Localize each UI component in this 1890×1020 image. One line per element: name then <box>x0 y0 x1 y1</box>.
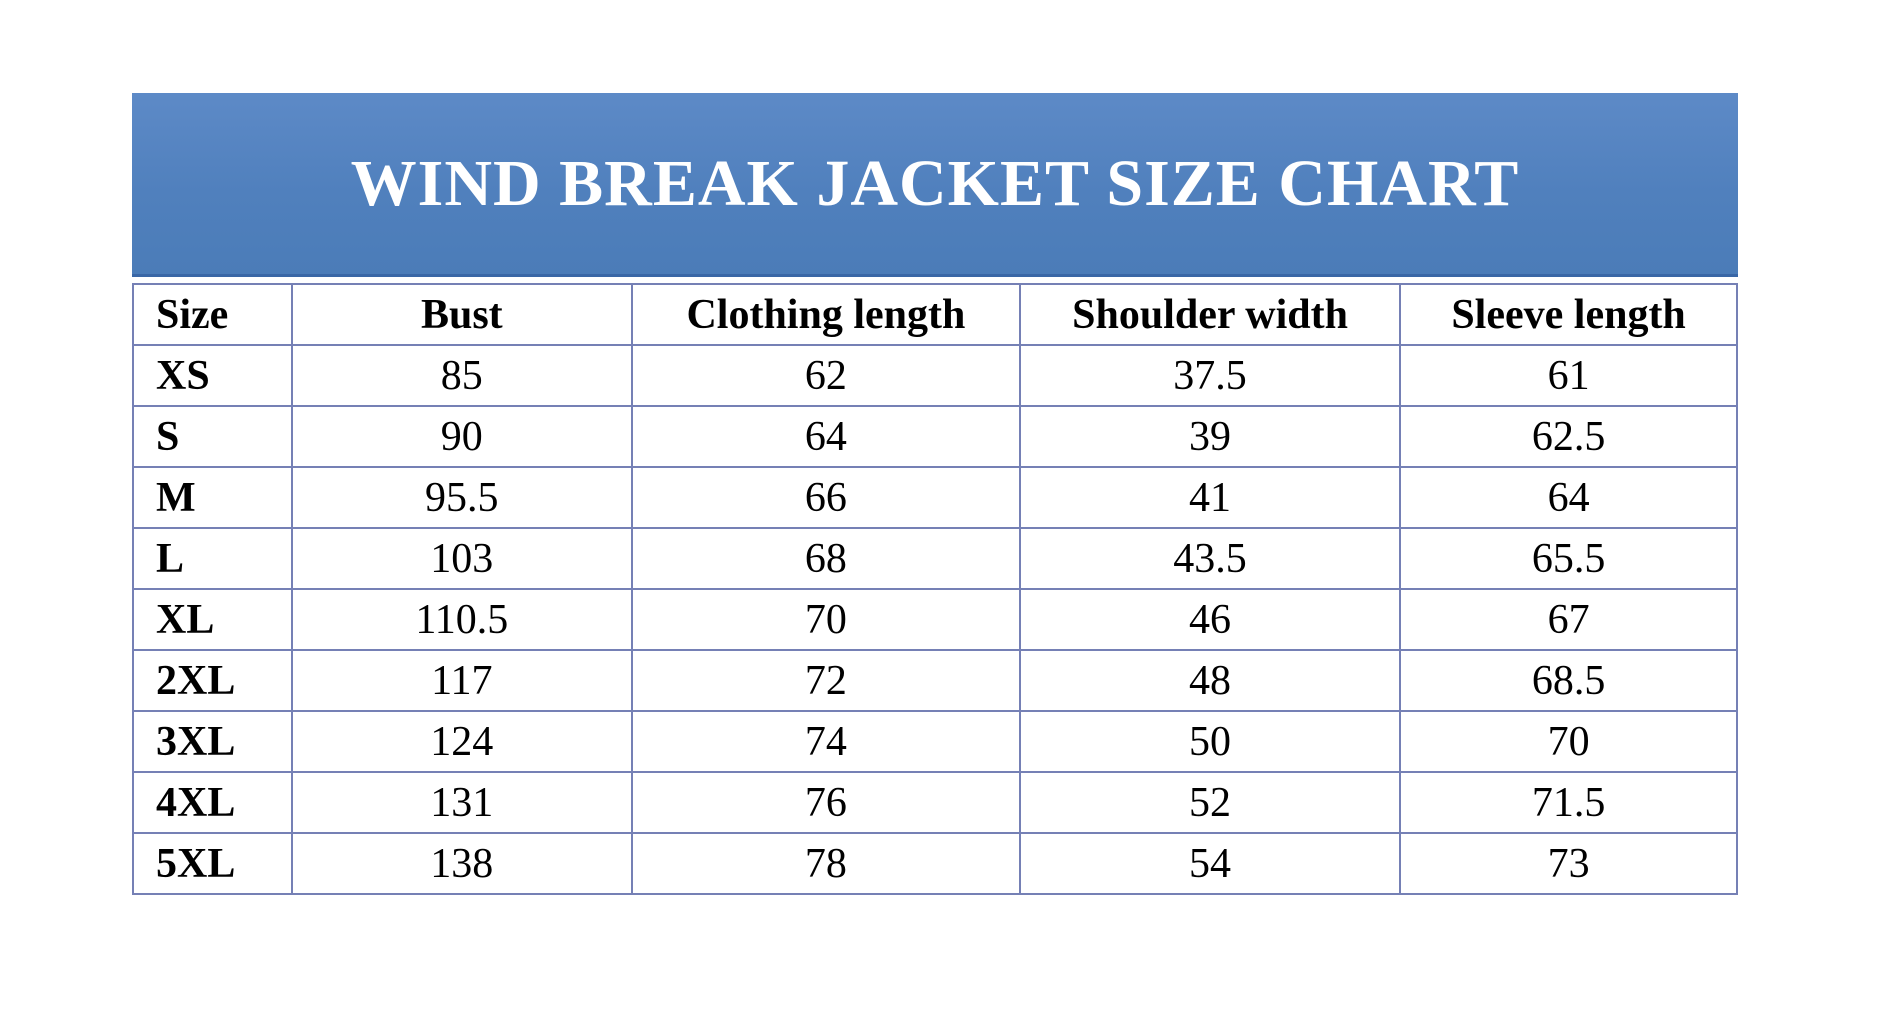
cell-clothing-length: 68 <box>630 527 1021 590</box>
cell-size: 3XL <box>132 710 293 773</box>
cell-shoulder-width: 52 <box>1018 771 1402 834</box>
header-sleeve-length: Sleeve length <box>1399 283 1738 346</box>
table-row: 5XL 138 78 54 73 <box>132 832 1738 895</box>
cell-size: XL <box>132 588 293 651</box>
header-shoulder-width: Shoulder width <box>1018 283 1402 346</box>
chart-title: WIND BREAK JACKET SIZE CHART <box>350 146 1520 220</box>
cell-sleeve-length: 73 <box>1399 832 1738 895</box>
cell-shoulder-width: 50 <box>1018 710 1402 773</box>
cell-size: 4XL <box>132 771 293 834</box>
cell-bust: 95.5 <box>290 466 633 529</box>
cell-sleeve-length: 70 <box>1399 710 1738 773</box>
title-banner: WIND BREAK JACKET SIZE CHART <box>132 93 1738 277</box>
table-row: M 95.5 66 41 64 <box>132 466 1738 529</box>
cell-bust: 103 <box>290 527 633 590</box>
cell-size: XS <box>132 344 293 407</box>
cell-clothing-length: 72 <box>630 649 1021 712</box>
cell-bust: 110.5 <box>290 588 633 651</box>
cell-sleeve-length: 67 <box>1399 588 1738 651</box>
cell-sleeve-length: 71.5 <box>1399 771 1738 834</box>
cell-clothing-length: 76 <box>630 771 1021 834</box>
cell-size: 5XL <box>132 832 293 895</box>
header-clothing-length: Clothing length <box>630 283 1021 346</box>
table-row: XL 110.5 70 46 67 <box>132 588 1738 651</box>
cell-sleeve-length: 64 <box>1399 466 1738 529</box>
cell-size: M <box>132 466 293 529</box>
cell-size: 2XL <box>132 649 293 712</box>
cell-bust: 131 <box>290 771 633 834</box>
table-row: 4XL 131 76 52 71.5 <box>132 771 1738 834</box>
cell-size: S <box>132 405 293 468</box>
table-body: XS 85 62 37.5 61 S 90 64 39 62.5 M 95.5 … <box>132 344 1738 895</box>
cell-bust: 90 <box>290 405 633 468</box>
cell-shoulder-width: 37.5 <box>1018 344 1402 407</box>
cell-sleeve-length: 68.5 <box>1399 649 1738 712</box>
cell-bust: 85 <box>290 344 633 407</box>
cell-sleeve-length: 61 <box>1399 344 1738 407</box>
cell-clothing-length: 66 <box>630 466 1021 529</box>
cell-shoulder-width: 43.5 <box>1018 527 1402 590</box>
cell-shoulder-width: 39 <box>1018 405 1402 468</box>
table-row: 2XL 117 72 48 68.5 <box>132 649 1738 712</box>
cell-bust: 124 <box>290 710 633 773</box>
size-table: Size Bust Clothing length Shoulder width… <box>132 283 1738 895</box>
cell-shoulder-width: 41 <box>1018 466 1402 529</box>
cell-size: L <box>132 527 293 590</box>
cell-sleeve-length: 62.5 <box>1399 405 1738 468</box>
header-row: Size Bust Clothing length Shoulder width… <box>132 283 1738 346</box>
table-row: L 103 68 43.5 65.5 <box>132 527 1738 590</box>
header-size: Size <box>132 283 293 346</box>
cell-clothing-length: 64 <box>630 405 1021 468</box>
cell-shoulder-width: 54 <box>1018 832 1402 895</box>
cell-clothing-length: 70 <box>630 588 1021 651</box>
cell-clothing-length: 78 <box>630 832 1021 895</box>
cell-shoulder-width: 48 <box>1018 649 1402 712</box>
cell-bust: 138 <box>290 832 633 895</box>
cell-bust: 117 <box>290 649 633 712</box>
table-row: 3XL 124 74 50 70 <box>132 710 1738 773</box>
header-bust: Bust <box>290 283 633 346</box>
table-row: S 90 64 39 62.5 <box>132 405 1738 468</box>
table-row: XS 85 62 37.5 61 <box>132 344 1738 407</box>
cell-shoulder-width: 46 <box>1018 588 1402 651</box>
size-chart-figure: WIND BREAK JACKET SIZE CHART Size Bust C… <box>132 93 1738 895</box>
cell-clothing-length: 62 <box>630 344 1021 407</box>
cell-clothing-length: 74 <box>630 710 1021 773</box>
cell-sleeve-length: 65.5 <box>1399 527 1738 590</box>
